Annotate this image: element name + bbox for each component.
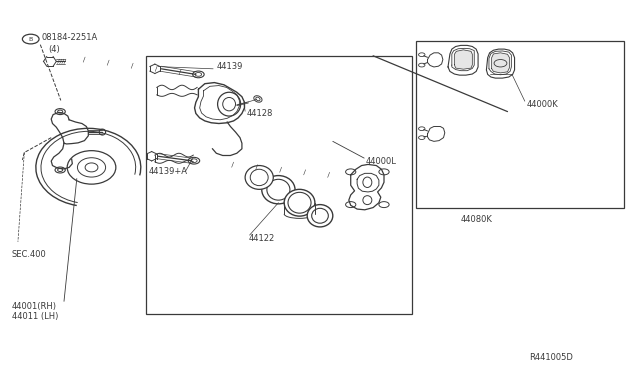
Circle shape	[228, 102, 237, 108]
Circle shape	[379, 169, 389, 175]
Ellipse shape	[245, 166, 273, 189]
Text: 08184-2251A: 08184-2251A	[42, 33, 98, 42]
Circle shape	[379, 202, 389, 208]
Bar	[416, 41, 624, 208]
Bar	[146, 56, 412, 314]
Ellipse shape	[254, 96, 262, 102]
Circle shape	[55, 109, 65, 115]
Text: R441005D: R441005D	[529, 353, 573, 362]
Ellipse shape	[284, 189, 315, 216]
Circle shape	[419, 127, 425, 131]
Polygon shape	[492, 53, 509, 73]
Text: 44128: 44128	[246, 109, 273, 118]
Text: 44139+A: 44139+A	[149, 167, 188, 176]
Text: 44000K: 44000K	[527, 100, 559, 109]
Text: 44139: 44139	[216, 62, 243, 71]
Text: B: B	[29, 36, 33, 42]
Circle shape	[419, 53, 425, 57]
Circle shape	[55, 167, 65, 173]
Text: 44080K: 44080K	[461, 215, 493, 224]
Ellipse shape	[218, 92, 241, 116]
Circle shape	[419, 63, 425, 67]
Text: (4): (4)	[49, 45, 60, 54]
Circle shape	[22, 34, 39, 44]
Polygon shape	[454, 50, 472, 69]
Ellipse shape	[262, 176, 295, 204]
Circle shape	[188, 157, 200, 164]
Text: 44122: 44122	[248, 234, 275, 243]
Circle shape	[346, 202, 356, 208]
Text: SEC.400: SEC.400	[12, 250, 46, 259]
Text: 44000L: 44000L	[366, 157, 397, 166]
Circle shape	[346, 169, 356, 175]
Ellipse shape	[307, 205, 333, 227]
Circle shape	[419, 136, 425, 140]
Circle shape	[193, 71, 204, 78]
Text: 44011 (LH): 44011 (LH)	[12, 312, 58, 321]
Text: 44001(RH): 44001(RH)	[12, 302, 56, 311]
